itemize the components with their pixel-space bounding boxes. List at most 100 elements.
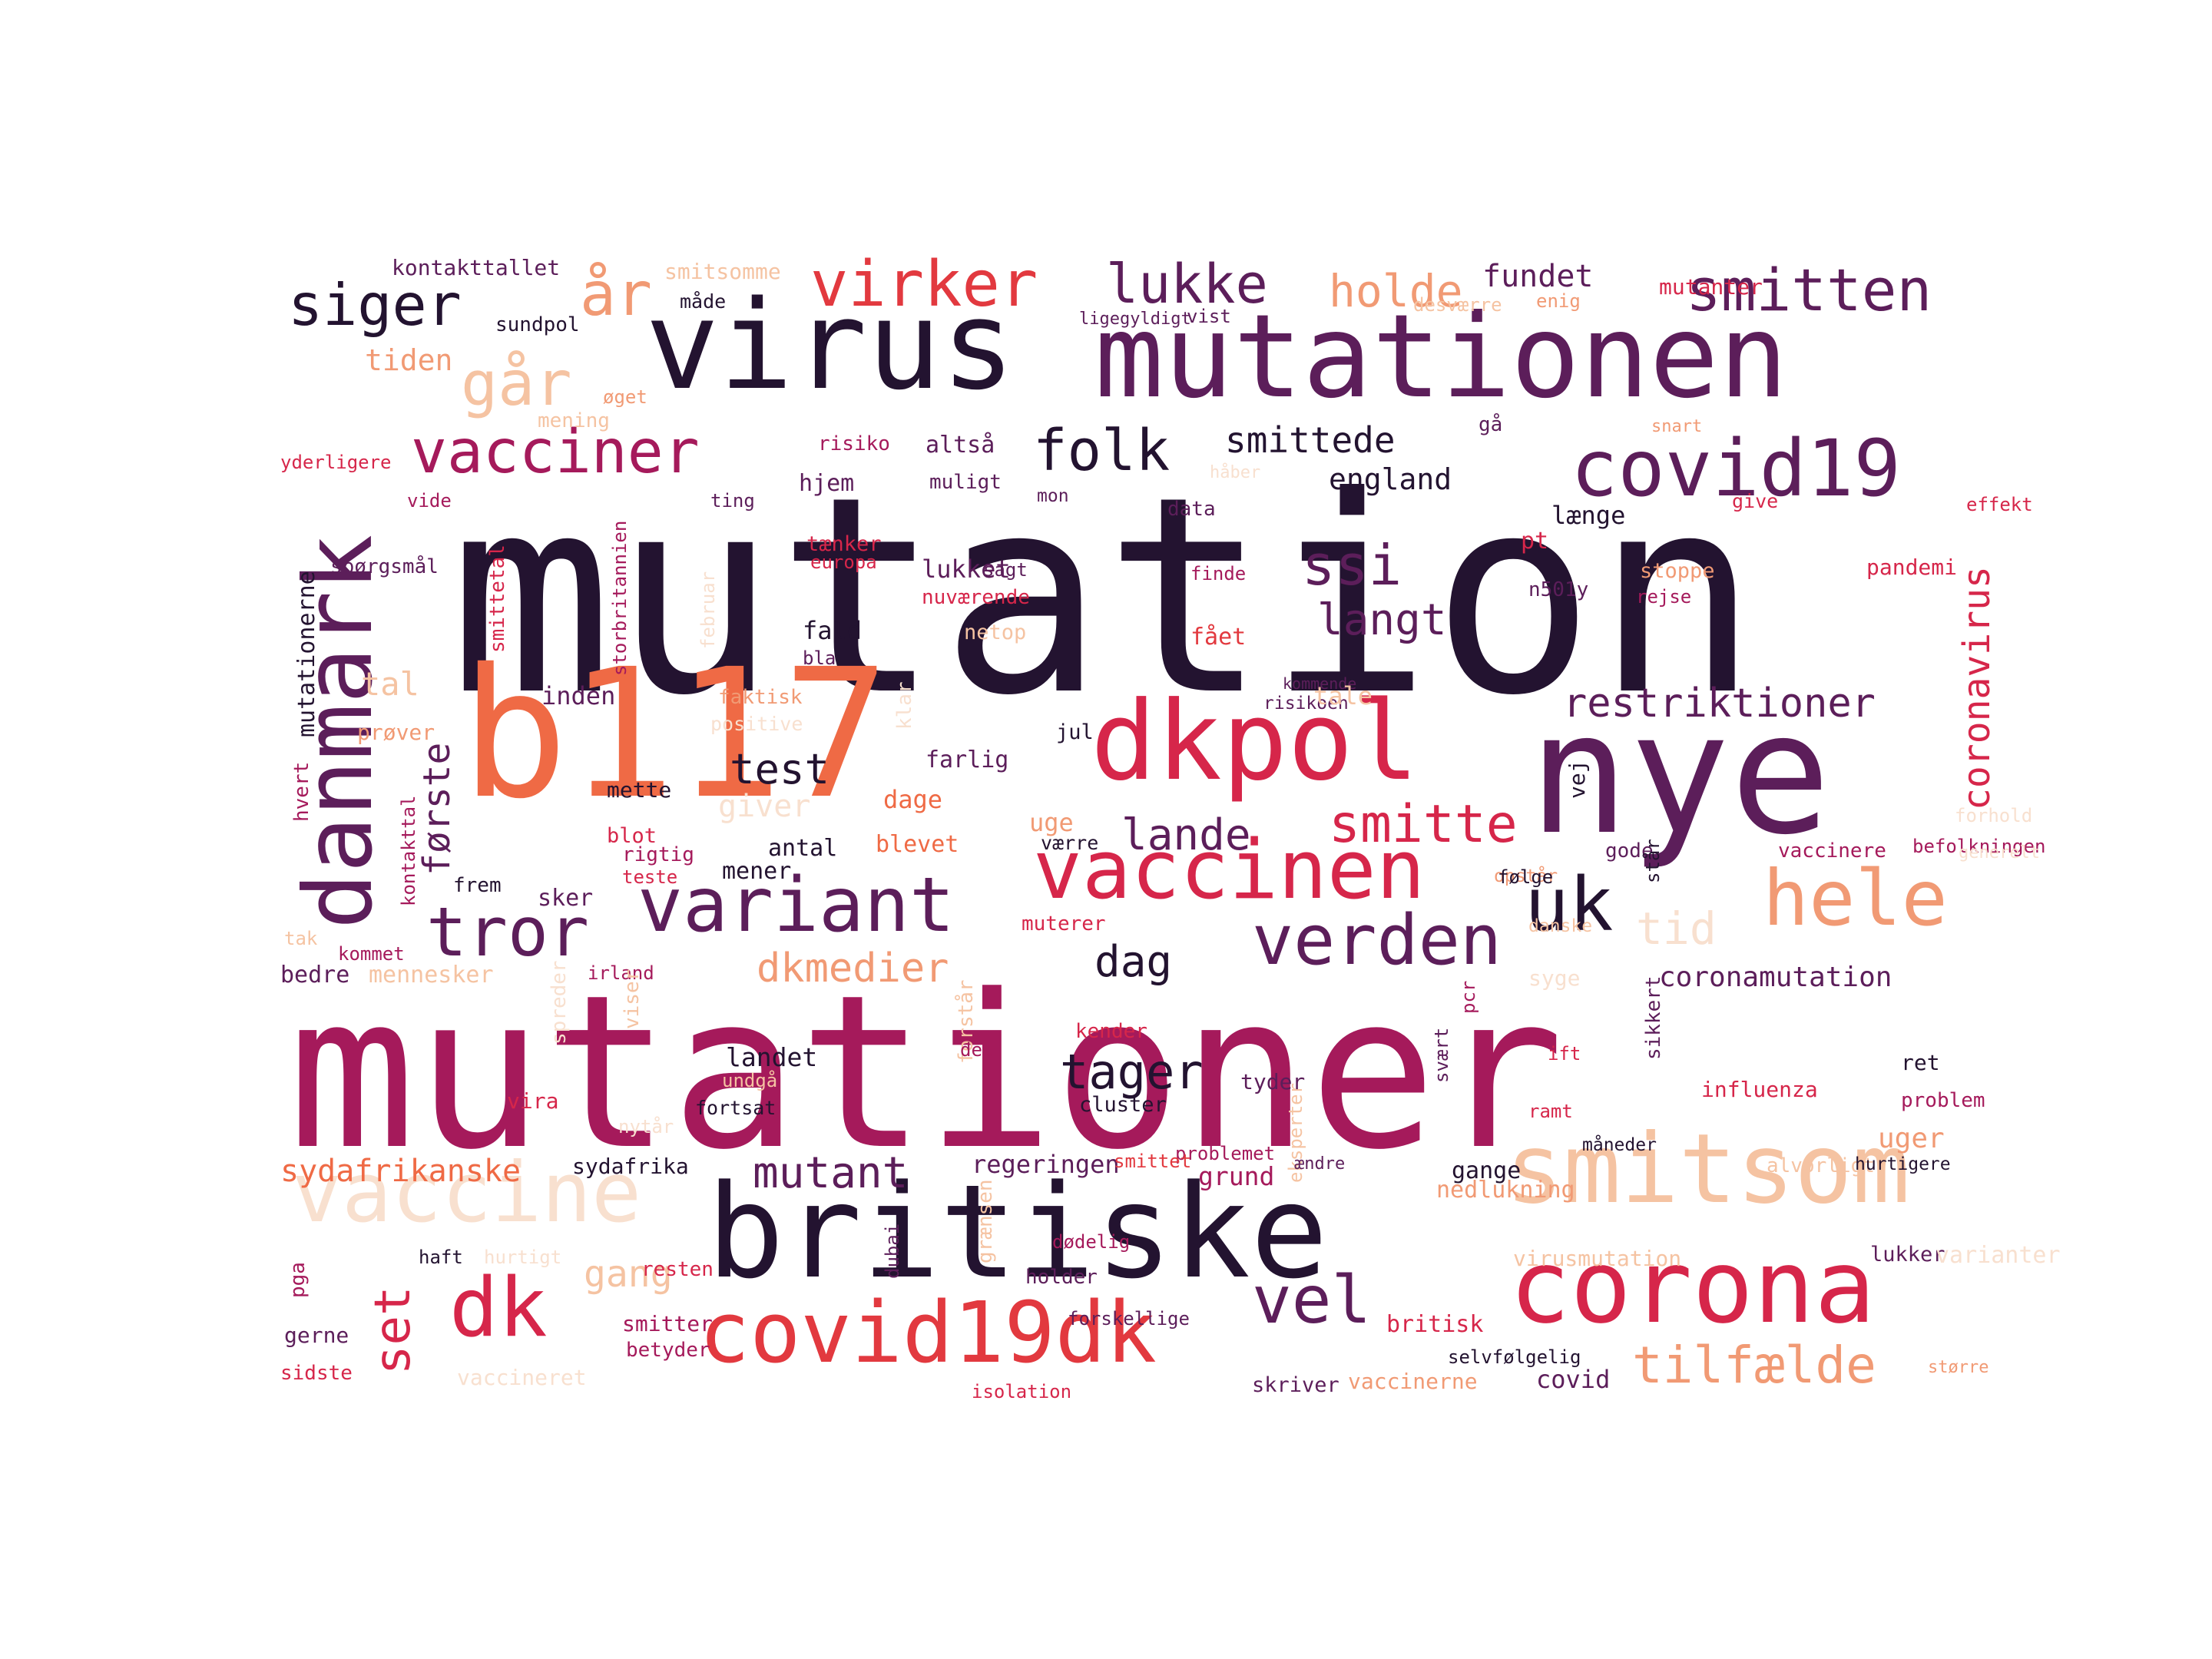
word-snart: snart	[1651, 417, 1703, 436]
word-kommet: kommet	[338, 943, 405, 965]
word-teste: teste	[622, 866, 678, 888]
word-risikoen: risikoen	[1263, 694, 1349, 714]
word-vej: vej	[1565, 760, 1590, 799]
word-uk: uk	[1525, 862, 1614, 948]
word-corona: corona	[1509, 1228, 1876, 1346]
word-måneder: måneder	[1582, 1135, 1657, 1155]
word-selvfølgelig: selvfølgelig	[1448, 1346, 1581, 1368]
word-europa: europa	[810, 551, 877, 573]
word-problemet: problemet	[1175, 1143, 1276, 1164]
word-desværre: desværre	[1413, 294, 1502, 316]
word-stoppe: stoppe	[1640, 559, 1715, 583]
word-storbritannien: storbritannien	[609, 520, 631, 676]
word-forhold: forhold	[1955, 805, 2033, 826]
word-farlig: farlig	[926, 747, 1009, 773]
word-håber: håber	[1210, 463, 1261, 482]
word-dk: dk	[449, 1260, 548, 1355]
word-cluster: cluster	[1079, 1093, 1167, 1117]
word-landet: landet	[726, 1042, 818, 1072]
word-følge: følge	[1498, 866, 1554, 888]
word-større: større	[1928, 1358, 1989, 1377]
word-lukker: lukker	[1870, 1243, 1945, 1267]
word-set: set	[365, 1286, 422, 1375]
word-sydafrikanske: sydafrikanske	[280, 1154, 522, 1189]
word-tak: tak	[284, 928, 318, 949]
word-fald: fald	[803, 616, 863, 645]
word-virker: virker	[810, 248, 1038, 321]
word-fået: fået	[1190, 624, 1247, 651]
word-yderligere: yderligere	[280, 452, 392, 473]
word-vel: vel	[1252, 1262, 1372, 1339]
word-smittetal: smittetal	[486, 545, 509, 653]
word-giver: giver	[718, 789, 811, 824]
word-siger: siger	[288, 271, 462, 339]
word-måde: måde	[680, 290, 727, 313]
word-mutationen: mutationen	[1094, 290, 1789, 424]
word-frem: frem	[453, 874, 502, 897]
word-syge: syge	[1528, 965, 1581, 991]
word-ret: ret	[1901, 1050, 1940, 1075]
word-virusmutation: virusmutation	[1513, 1246, 1682, 1271]
word-n501y: n501y	[1528, 578, 1589, 601]
word-sker: sker	[538, 885, 594, 912]
word-nytår: nytår	[618, 1116, 674, 1137]
word-covid: covid	[1536, 1365, 1611, 1394]
word-gang: gang	[584, 1253, 673, 1296]
word-tid: tid	[1636, 902, 1717, 955]
word-langt: langt	[1317, 595, 1447, 645]
word-haft: haft	[419, 1247, 463, 1268]
word-gerne: gerne	[284, 1323, 349, 1348]
word-effekt: effekt	[1966, 494, 2033, 515]
word-coronavirus: coronavirus	[1955, 566, 1998, 810]
word-vaccineret: vaccineret	[457, 1365, 587, 1390]
word-problem: problem	[1901, 1089, 1985, 1112]
word-gode: gode	[1605, 839, 1654, 863]
word-første: første	[416, 742, 459, 876]
word-muterer: muterer	[1022, 912, 1106, 935]
word-betyder: betyder	[626, 1339, 710, 1362]
word-smitsom: smitsom	[1505, 1114, 1910, 1225]
word-står: står	[1642, 839, 1664, 883]
word-smitten: smitten	[1686, 256, 1932, 324]
word-england: england	[1329, 462, 1452, 496]
word-vaccinen: vaccinen	[1033, 823, 1426, 917]
word-sundpol: sundpol	[495, 313, 580, 336]
word-holder: holder	[1025, 1266, 1098, 1289]
word-bedre: bedre	[280, 962, 350, 988]
word-fundet: fundet	[1482, 259, 1594, 294]
word-coronamutation: coronamutation	[1659, 962, 1892, 993]
word-hvert: hvert	[290, 761, 313, 822]
word-mutanter: mutanter	[1659, 274, 1763, 300]
word-virus: virus	[645, 273, 1015, 417]
word-pt: pt	[1521, 528, 1549, 555]
word-smittede: smittede	[1225, 419, 1396, 461]
word-restriktioner: restriktioner	[1563, 680, 1876, 727]
word-lukket: lukket	[922, 555, 1011, 584]
word-mutationer: mutationer	[288, 950, 1565, 1197]
word-nye: nye	[1528, 677, 1831, 872]
word-uger: uger	[1878, 1123, 1945, 1154]
word-kender: kender	[1075, 1020, 1147, 1043]
word-vaccinerne: vaccinerne	[1348, 1369, 1478, 1394]
word-smitte: smitte	[1329, 794, 1518, 855]
word-tænker: tænker	[806, 532, 882, 556]
word-varianter: varianter	[1936, 1242, 2061, 1269]
word-spreder: spreder	[548, 960, 571, 1045]
word-klar: klar	[893, 681, 916, 730]
word-værre: værre	[1041, 832, 1099, 854]
word-spørgsmål: spørgsmål	[330, 555, 439, 578]
word-verden: verden	[1252, 900, 1502, 981]
word-del: del	[960, 1039, 994, 1061]
word-influenza: influenza	[1701, 1077, 1818, 1102]
word-hele: hele	[1763, 853, 1948, 943]
word-tyder: tyder	[1240, 1069, 1306, 1094]
word-fortsat: fortsat	[695, 1097, 777, 1119]
word-mener: mener	[722, 858, 792, 885]
word-ændre: ændre	[1294, 1154, 1346, 1174]
word-isolation: isolation	[972, 1381, 1072, 1402]
word-alvorligt: alvorligt	[1767, 1154, 1875, 1177]
word-vist: vist	[1187, 306, 1231, 327]
word-vaccine: vaccine	[292, 1145, 642, 1241]
word-finde: finde	[1190, 563, 1247, 584]
